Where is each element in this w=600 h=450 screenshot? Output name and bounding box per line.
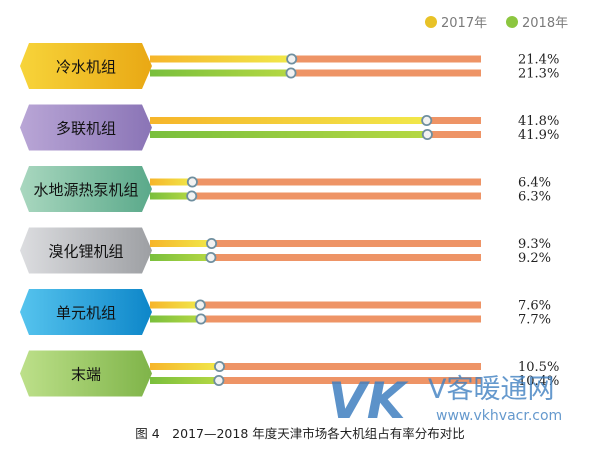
category-label-2: 水地源热泵机组: [33, 181, 138, 199]
value-label-0-0: 21.4%: [518, 53, 559, 68]
category-pill-4: [20, 289, 152, 335]
bar-1-0: [150, 69, 292, 77]
value-label-0-3: 9.3%: [518, 237, 551, 252]
bar-1-1: [150, 131, 428, 138]
category-label-0: 冷水机组: [56, 58, 116, 76]
watermark-url: www.vkhvacr.com: [436, 408, 562, 424]
point-1-3: [205, 251, 217, 263]
category-pill-1: [20, 104, 152, 151]
track-0-2: [150, 178, 481, 186]
track-0-3: [150, 240, 481, 247]
chart-title: 图 4 2017—2018 年度天津市场各大机组占有率分布对比: [135, 426, 465, 441]
point-0-5: [214, 360, 226, 372]
value-label-1-4: 7.7%: [518, 313, 551, 328]
category-pill-2: [20, 166, 152, 212]
category-pill-5: [20, 350, 152, 397]
track-1-0: [150, 69, 481, 77]
bar-0-3: [150, 240, 212, 247]
point-1-0: [285, 67, 297, 79]
category-pill-0: [20, 43, 152, 89]
category-pill-3: [20, 227, 152, 274]
point-0-1: [421, 115, 433, 127]
bar-0-1: [150, 117, 427, 124]
bar-1-3: [150, 254, 211, 261]
bar-0-5: [150, 363, 220, 370]
track-1-3: [150, 254, 481, 261]
track-0-4: [150, 301, 481, 309]
point-0-3: [206, 237, 218, 249]
point-0-0: [286, 53, 298, 65]
watermark-logo: VK: [328, 372, 409, 430]
point-1-5: [213, 374, 225, 386]
point-0-4: [194, 299, 206, 311]
legend-2017-label: 2017年: [441, 16, 487, 31]
track-0-0: [150, 55, 481, 63]
value-label-1-1: 41.9%: [518, 128, 559, 143]
value-label-1-2: 6.3%: [518, 190, 551, 205]
bar-0-4: [150, 301, 201, 309]
value-label-1-3: 9.2%: [518, 251, 551, 266]
chart-rows: 冷水机组 21.4%21.3% 多联机组 41.8%41.9% 水地源热泵机组 6.4%6…: [20, 43, 559, 397]
legend-2018-label: 2018年: [522, 16, 568, 31]
value-label-1-0: 21.3%: [518, 67, 559, 82]
track-1-5: [150, 377, 481, 384]
bar-1-5: [150, 377, 219, 384]
category-label-5: 末端: [71, 366, 101, 384]
bar-1-4: [150, 315, 201, 323]
value-label-0-1: 41.8%: [518, 114, 559, 129]
category-label-1: 多联机组: [56, 120, 116, 138]
legend: 2017年 2018年: [425, 16, 568, 31]
point-1-4: [195, 313, 207, 325]
point-0-2: [186, 176, 198, 188]
point-1-1: [421, 128, 433, 140]
watermark-brand: V客暖通网: [428, 374, 554, 405]
value-label-0-5: 10.5%: [518, 360, 559, 375]
value-label-0-4: 7.6%: [518, 299, 551, 314]
category-label-4: 单元机组: [56, 304, 116, 322]
track-1-2: [150, 192, 481, 200]
bar-1-2: [150, 192, 192, 200]
category-label-3: 溴化锂机组: [48, 243, 123, 261]
watermark: VK V客暖通网 www.vkhvacr.com: [328, 372, 562, 430]
legend-2018-swatch: [506, 16, 518, 28]
bar-0-0: [150, 55, 292, 63]
value-label-0-2: 6.4%: [518, 176, 551, 191]
legend-2017-swatch: [425, 16, 437, 28]
bar-0-2: [150, 178, 193, 186]
track-0-5: [150, 363, 481, 370]
track-1-4: [150, 315, 481, 323]
value-label-1-5: 10.4%: [518, 374, 559, 389]
point-1-2: [186, 190, 198, 202]
